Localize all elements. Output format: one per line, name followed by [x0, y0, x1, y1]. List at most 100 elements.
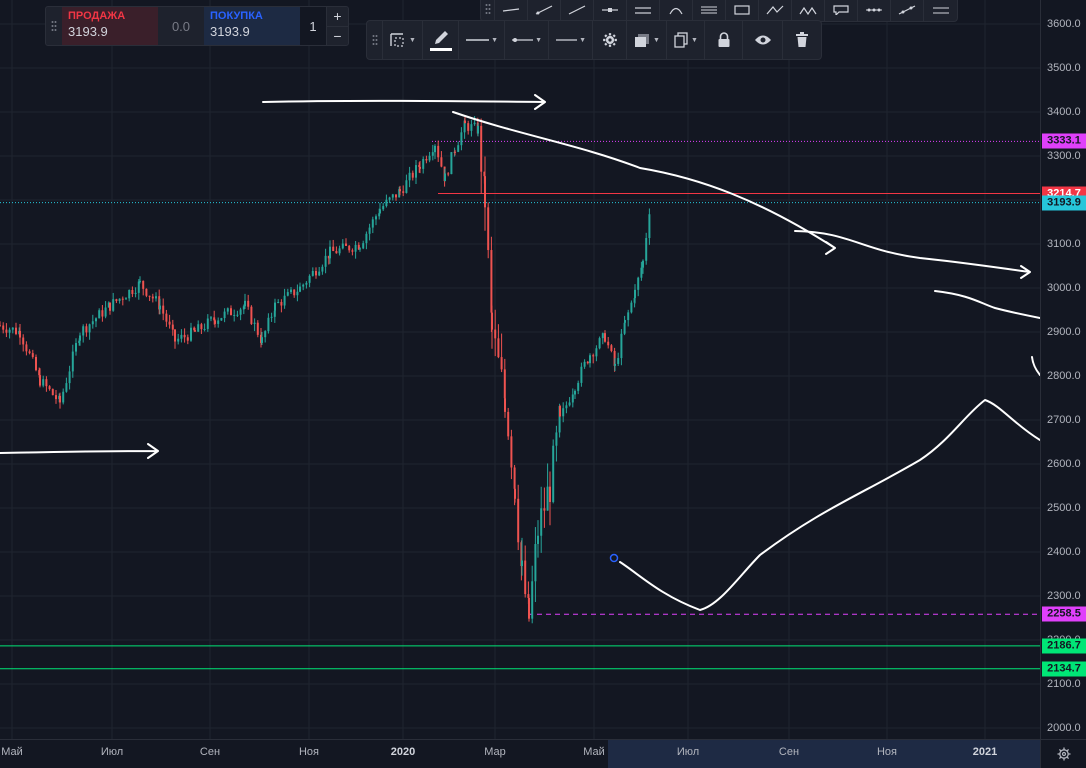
- candle-body: [571, 394, 574, 403]
- callout-tool[interactable]: [825, 0, 858, 21]
- price-chart[interactable]: [0, 0, 1040, 739]
- ray-tool[interactable]: [528, 0, 561, 21]
- trash-icon: [796, 32, 808, 47]
- horizontal-ray-tool[interactable]: [594, 0, 627, 21]
- pattern-tool[interactable]: [792, 0, 825, 21]
- price-tick-label: 2700.0: [1047, 414, 1081, 426]
- candle-body: [640, 267, 643, 278]
- freehand-line[interactable]: [794, 230, 1031, 279]
- candle-body: [500, 357, 503, 370]
- axis-settings-button[interactable]: [1040, 739, 1086, 768]
- candle-body: [128, 289, 131, 299]
- grip-icon: [485, 4, 490, 14]
- candle-body: [454, 151, 456, 153]
- drawing-anchor-point[interactable]: [609, 553, 619, 563]
- candle-body: [79, 335, 81, 341]
- time-axis[interactable]: Май Июл Сен Ноя 2020 Мар Май Июл Сен Ноя 2021: [0, 739, 1040, 768]
- toolbar-grip[interactable]: [367, 21, 383, 59]
- sell-button[interactable]: ПРОДАЖА 3193.9: [62, 7, 158, 45]
- candle-body: [142, 280, 145, 289]
- parallel-channel-tool[interactable]: [627, 0, 660, 21]
- freehand-line[interactable]: [1031, 356, 1040, 376]
- candle-body: [546, 486, 549, 511]
- candle-body: [183, 334, 186, 338]
- drawing-tools-toolbar: [480, 0, 958, 22]
- candle-body: [437, 145, 440, 158]
- settings-button[interactable]: [593, 21, 627, 59]
- price-axis[interactable]: 3600.03500.03400.03300.03200.03100.03000…: [1040, 0, 1086, 739]
- candle-body: [648, 214, 651, 239]
- fib-retracement-tool[interactable]: [693, 0, 726, 21]
- candle-body: [627, 312, 630, 321]
- visibility-button[interactable]: [743, 21, 783, 59]
- delete-button[interactable]: [783, 21, 821, 59]
- chart-area[interactable]: [0, 0, 1040, 739]
- rectangle-tool[interactable]: [726, 0, 759, 21]
- candle-body: [351, 250, 354, 252]
- arrow-end-icon: [556, 37, 578, 43]
- candle-body: [28, 351, 31, 354]
- candle-body: [253, 322, 256, 324]
- price-tick-label: 2500.0: [1047, 502, 1081, 514]
- line-color-button[interactable]: [423, 21, 459, 59]
- forecast-tool[interactable]: [858, 0, 891, 21]
- candle-body: [88, 324, 91, 333]
- line-end-button[interactable]: ▼: [549, 21, 593, 59]
- candle-body: [391, 194, 394, 198]
- candle-body: [484, 176, 486, 208]
- arc-tool[interactable]: [660, 0, 693, 21]
- callout-icon: [833, 5, 849, 15]
- candle-body: [623, 322, 626, 334]
- price-tag: 2186.7: [1042, 638, 1086, 654]
- increment-button[interactable]: +: [326, 7, 348, 27]
- trade-panel-grip[interactable]: [46, 7, 62, 45]
- visual-order-button[interactable]: ▼: [627, 21, 667, 59]
- freehand-line[interactable]: [452, 111, 836, 255]
- candle-body: [194, 330, 196, 332]
- arrow-drawing[interactable]: [0, 443, 159, 459]
- candle-body: [174, 329, 176, 342]
- candle-body: [411, 172, 414, 178]
- candle-body: [483, 171, 486, 177]
- lock-button[interactable]: [705, 21, 743, 59]
- trend-line-tool[interactable]: [495, 0, 528, 21]
- settings-gear-icon: [602, 33, 617, 47]
- candle-body: [362, 243, 365, 249]
- freehand-line[interactable]: [934, 290, 1040, 319]
- clone-button[interactable]: ▼: [667, 21, 705, 59]
- quantity-input[interactable]: 1: [300, 7, 326, 45]
- candle-body: [607, 341, 610, 346]
- chevron-down-icon: ▼: [579, 36, 586, 44]
- price-tick-label: 3500.0: [1047, 62, 1081, 74]
- candle-body: [514, 488, 516, 499]
- extended-line-tool[interactable]: [561, 0, 594, 21]
- freehand-line[interactable]: [619, 399, 1040, 611]
- candle-body: [197, 324, 200, 332]
- buy-button[interactable]: ПОКУПКА 3193.9: [204, 7, 300, 45]
- clone-icon: [674, 32, 688, 48]
- toolbar-grip[interactable]: [481, 0, 495, 21]
- parallel-channel-icon: [635, 7, 651, 14]
- candle-body: [200, 324, 203, 330]
- candle-body: [305, 282, 308, 285]
- candle-body: [565, 405, 568, 409]
- candle-body: [214, 320, 216, 324]
- line-style-button[interactable]: ▼: [505, 21, 549, 59]
- candle-body: [444, 173, 446, 182]
- decrement-button[interactable]: −: [326, 26, 348, 45]
- candle-body: [642, 260, 644, 268]
- candle-body: [65, 383, 68, 392]
- price-range-tool[interactable]: [924, 0, 957, 21]
- ray-icon: [535, 5, 553, 15]
- candle-body: [555, 432, 558, 446]
- price-tick-label: 3600.0: [1047, 18, 1081, 30]
- path-tool[interactable]: [759, 0, 792, 21]
- projection-tool[interactable]: [891, 0, 924, 21]
- time-tick-label: 2021: [972, 746, 998, 758]
- arrow-drawing[interactable]: [262, 94, 546, 110]
- price-tag: 3193.9: [1042, 195, 1086, 211]
- candle-body: [604, 333, 606, 342]
- template-button[interactable]: ▼: [383, 21, 423, 59]
- line-width-button[interactable]: ▼: [459, 21, 505, 59]
- candle-body: [378, 213, 381, 217]
